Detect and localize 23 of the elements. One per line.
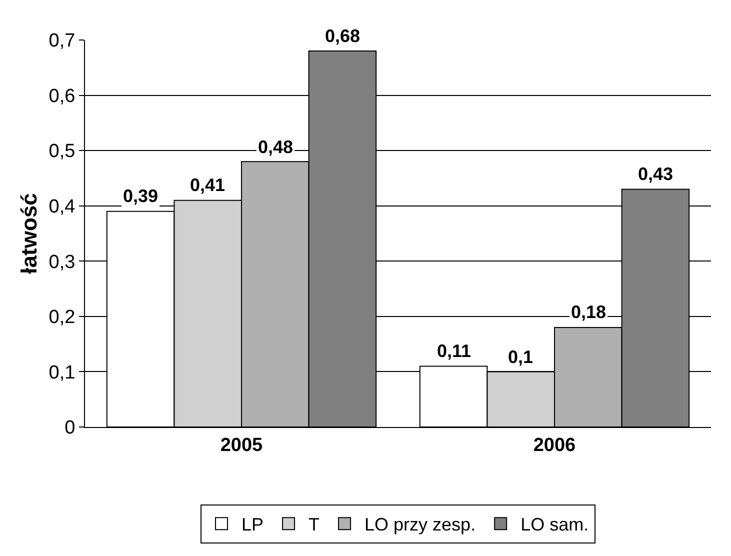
x-tick-label: 2006: [533, 434, 576, 456]
y-axis-title: łatwość: [16, 193, 42, 274]
y-tick-label: 0,1: [48, 362, 76, 384]
data-label: 0,18: [571, 302, 606, 322]
data-label: 0,39: [123, 186, 158, 206]
y-tick-label: 0,2: [48, 307, 76, 328]
data-label: 0,48: [258, 137, 294, 157]
data-label: 0,41: [190, 175, 226, 195]
data-label: 0,11: [437, 341, 472, 361]
data-label: 0,43: [638, 164, 674, 184]
y-tick-label: 0,7: [48, 30, 76, 52]
data-label: 0,1: [508, 347, 534, 367]
y-tick-label: 0: [64, 418, 76, 439]
y-tick-label: 0,3: [48, 252, 76, 273]
legend-label: LO sam.: [520, 514, 589, 535]
y-tick-label: 0,6: [48, 86, 76, 107]
legend-label: LO przy zesp.: [364, 514, 476, 535]
y-tick-label: 0,4: [48, 196, 76, 218]
data-label: 0,68: [325, 26, 360, 46]
legend-label: T: [308, 514, 320, 535]
y-tick-label: 0,5: [48, 141, 76, 162]
x-tick-label: 2005: [220, 434, 264, 456]
legend-label: LP: [242, 514, 264, 535]
